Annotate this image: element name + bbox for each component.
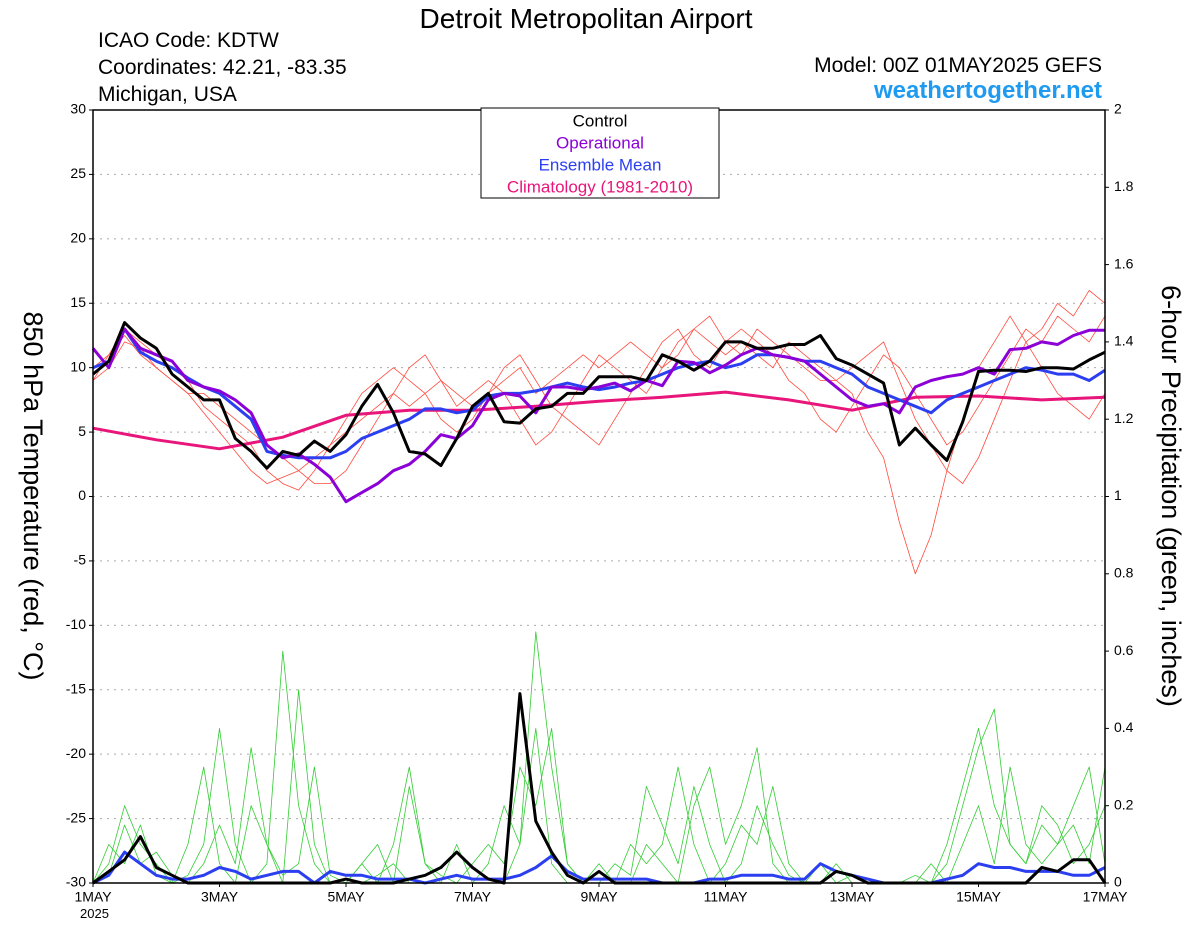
y-tick-label: -5 [74, 552, 87, 568]
y-tick-label: 15 [70, 294, 86, 310]
info-line: Coordinates: 42.21, -83.35 [98, 56, 347, 79]
y2-tick-label: 0 [1114, 874, 1122, 890]
x-tick-label: 1MAY [74, 889, 112, 905]
precip-line [92, 728, 1106, 884]
info-line: Michigan, USA [98, 83, 237, 106]
y2-tick-label: 0.2 [1114, 796, 1134, 812]
temp-line [92, 321, 1106, 470]
y-tick-label: 30 [70, 101, 86, 117]
legend-box [480, 107, 720, 199]
y-axis-label: 850 hPa Temperature (red, °C) [18, 312, 48, 681]
temp-line [92, 327, 1106, 460]
precip-line [92, 631, 1106, 884]
y2-tick-label: 2 [1114, 101, 1122, 117]
x-tick-label: 9MAY [580, 889, 618, 905]
ticks: 302520151050-5-10-15-20-25-3021.81.61.41… [66, 101, 1134, 905]
y-tick-label: 5 [78, 423, 86, 439]
legend: Control Operational Ensemble Mean Climatolo… [507, 111, 693, 196]
y2-tick-label: 0.6 [1114, 642, 1134, 658]
source-label: weathertogether.net [873, 77, 1102, 104]
legend-entry: Control [573, 111, 628, 130]
legend-entry: Operational [556, 133, 644, 152]
temp-line [91, 327, 1105, 504]
y2-tick-label: 1.6 [1114, 255, 1134, 271]
x-tick-label: 15MAY [956, 889, 1002, 905]
x-tick-label: 11MAY [704, 889, 748, 905]
precip-line [92, 692, 1107, 885]
y-tick-label: 0 [78, 487, 86, 503]
y2-tick-label: 0.4 [1114, 719, 1134, 735]
legend-entry: Ensemble Mean [539, 155, 662, 174]
series-group [91, 290, 1107, 885]
x-tick-label: 3MAY [201, 889, 239, 905]
y-tick-label: -25 [66, 809, 86, 825]
temp-line [92, 290, 1106, 575]
y-tick-label: 20 [70, 230, 86, 246]
y-tick-label: 25 [70, 165, 86, 181]
x-tick-label: 5MAY [327, 889, 365, 905]
y2-tick-label: 0.8 [1114, 565, 1134, 581]
y-tick-label: -20 [66, 745, 86, 761]
chart-title: Detroit Metropolitan Airport [419, 3, 752, 34]
year-label: 2025 [80, 906, 109, 921]
grid [93, 109, 1105, 884]
y2-tick-label: 1.8 [1114, 178, 1134, 194]
y2-tick-label: 1.2 [1114, 410, 1134, 426]
x-tick-label: 17MAY [1083, 889, 1129, 905]
temp-line [92, 315, 1106, 491]
model-label: Model: 00Z 01MAY2025 GEFS [814, 54, 1102, 77]
legend-entry: Climatology (1981-2010) [507, 177, 693, 196]
y-tick-label: -15 [66, 680, 86, 696]
info-line: ICAO Code: KDTW [98, 29, 279, 52]
y2-tick-label: 1 [1114, 487, 1122, 503]
precip-line [92, 689, 1106, 884]
x-tick-label: 7MAY [454, 889, 492, 905]
y2-axis-label: 6-hour Precipitation (green, inches) [1156, 285, 1186, 707]
y-tick-label: 10 [70, 358, 86, 374]
y2-tick-label: 1.4 [1114, 333, 1134, 349]
y-tick-label: -30 [66, 874, 86, 890]
x-tick-label: 13MAY [830, 889, 876, 905]
y-tick-label: -10 [66, 616, 86, 632]
